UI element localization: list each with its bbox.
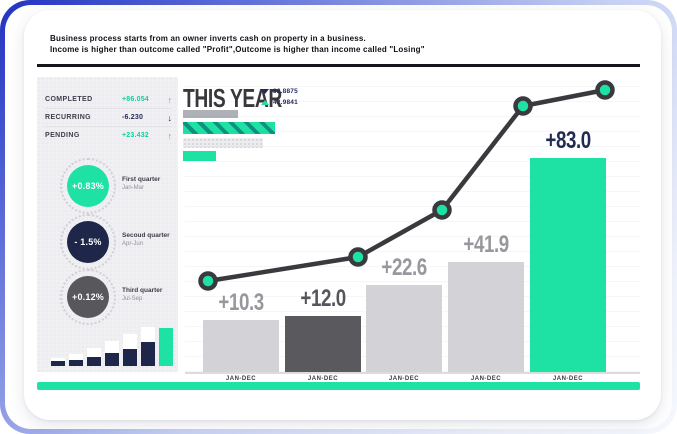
bottom-accent-strip (37, 382, 640, 390)
mini-bar (105, 341, 119, 366)
progress-bar-solid-teal (183, 151, 216, 161)
bar-category-label: JAN-DEC (552, 376, 584, 382)
quarter-badge: - 1.5% (67, 221, 109, 263)
bar-value-label: +41.9 (430, 231, 542, 259)
stat-row: COMPLETED +86.054 ↑ (45, 91, 172, 109)
mini-bar-cap (123, 334, 137, 349)
mini-bar (69, 354, 83, 366)
mini-bar-segment (159, 328, 173, 366)
mini-bar-cap (141, 327, 155, 342)
bar-value-text: +12.0 (300, 285, 346, 312)
stat-label: PENDING (45, 132, 80, 139)
bar-category-label: JAN-DEC (388, 376, 420, 382)
mini-bar (159, 328, 173, 366)
quarter-range: Apr-Jun (122, 241, 144, 247)
trend-up-icon: ↑ (167, 94, 173, 105)
mini-bar-segment (123, 349, 137, 366)
quarter-label: Third quarter Jul-Sep (122, 286, 162, 304)
bar-value-text: +22.6 (381, 254, 427, 281)
sidebar-panel: COMPLETED +86.054 ↑ RECURRING -6.230 ↓ PENDING… (37, 77, 178, 372)
quarter-ring: - 1.5% (60, 214, 116, 270)
stats-list: COMPLETED +86.054 ↑ RECURRING -6.230 ↓ PENDING… (45, 91, 172, 144)
mini-bar-cap (51, 358, 65, 361)
quarter-range: Jan-Mar (122, 185, 145, 191)
mini-bar-segment (141, 342, 155, 366)
mini-bar-cap (105, 341, 119, 353)
chart-baseline (185, 372, 640, 374)
stat-row: PENDING +23.432 ↑ (45, 127, 172, 144)
bar-value-label: +83.0 (512, 127, 624, 155)
stat-value: +23.432 (122, 132, 149, 139)
bar (530, 158, 606, 373)
bar (285, 316, 361, 373)
stat-label: COMPLETED (45, 96, 93, 103)
header-line1: Business process starts from an owner in… (50, 34, 366, 43)
stat-row: RECURRING -6.230 ↓ (45, 109, 172, 127)
mini-bar-segment (69, 360, 83, 366)
stat-label: RECURRING (45, 114, 91, 121)
bar-value-text: +41.9 (463, 231, 509, 258)
bar-value-text: +83.0 (545, 127, 591, 154)
quarter-name: First quarter (122, 176, 161, 183)
quarter-badge: +0.83% (67, 165, 109, 207)
bar-value-label: +12.0 (267, 285, 379, 313)
quarter-name: Secoud quarter (122, 232, 170, 239)
bar (203, 320, 279, 373)
header-divider (37, 64, 640, 67)
mini-bar-cap (87, 348, 101, 357)
mini-bar-segment (105, 353, 119, 366)
bar-category-label: JAN-DEC (470, 376, 502, 382)
bar-category-label: JAN-DEC (225, 376, 257, 382)
bar (366, 285, 442, 373)
bar-category-label: JAN-DEC (307, 376, 339, 382)
header-text: Business process starts from an owner in… (50, 33, 610, 55)
header-line2: Income is higher than outcome called "Pr… (50, 45, 425, 54)
bar-value-text: +10.3 (218, 289, 264, 316)
trend-up-icon: ↑ (167, 130, 173, 141)
mini-bar-segment (87, 357, 101, 366)
mini-bar-cap (69, 354, 83, 360)
quarter-label: Secoud quarter Apr-Jun (122, 231, 170, 249)
stat-value: -6.230 (122, 114, 144, 121)
quarter-ring: +0.12% (60, 269, 116, 325)
bar (448, 262, 524, 373)
stat-value: +86.054 (122, 96, 149, 103)
trend-down-icon: ↓ (167, 112, 173, 123)
quarter-name: Third quarter (122, 287, 163, 294)
mini-bar (87, 348, 101, 366)
mini-bar-segment (51, 361, 65, 366)
quarter-ring: +0.83% (60, 158, 116, 214)
quarter-label: First quarter Jan-Mar (122, 175, 160, 193)
quarter-range: Jul-Sep (122, 296, 143, 302)
bar-value-label: +10.3 (185, 289, 297, 317)
mini-bar (123, 334, 137, 366)
mini-bar (51, 358, 65, 366)
quarter-badge: +0.12% (67, 276, 109, 318)
mini-bar (141, 327, 155, 366)
